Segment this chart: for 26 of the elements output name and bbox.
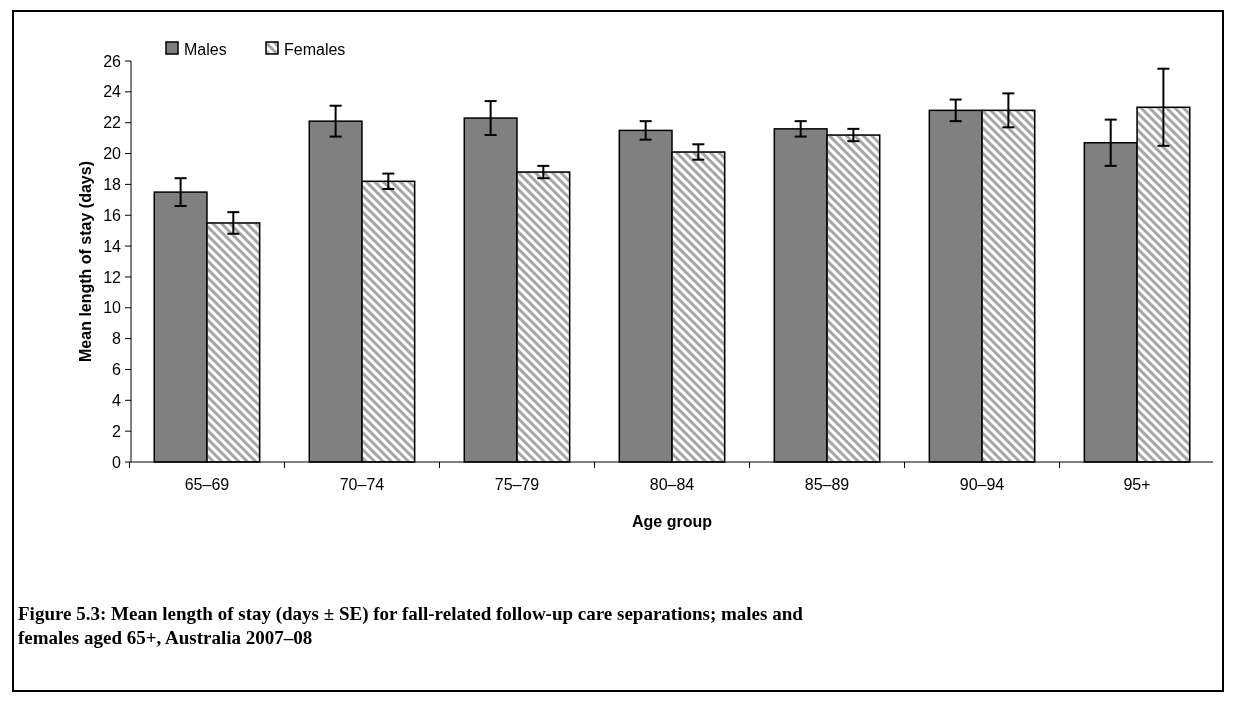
y-axis-title: Mean length of stay (days): [77, 161, 94, 362]
y-tick-label: 24: [103, 83, 122, 101]
y-tick-label: 6: [112, 361, 122, 379]
x-tick-label: 75–79: [494, 476, 540, 493]
y-tick-label: 20: [103, 145, 122, 163]
y-tick-label: 16: [103, 206, 122, 224]
y-tick-label: 0: [112, 453, 122, 471]
legend-label: Females: [284, 40, 346, 58]
y-tick-label: 4: [112, 391, 122, 409]
x-tick-label: 95+: [1123, 476, 1151, 493]
legend-label: Males: [184, 40, 227, 58]
x-tick-label: 70–74: [339, 476, 385, 493]
y-tick-label: 22: [103, 114, 122, 132]
x-tick-label: 65–69: [184, 476, 230, 493]
x-tick-label: 90–94: [959, 476, 1005, 493]
y-tick-label: 18: [103, 175, 122, 193]
y-tick-label: 10: [103, 299, 122, 317]
x-axis-title: Age group: [632, 513, 713, 530]
text: Figure 5.3: Mean length of stay (days ± SE) for fall-related follow-up care separations; males and females aged 65+, Australia 2007–08: [18, 603, 804, 648]
x-tick-label: 85–89: [804, 476, 850, 493]
y-tick-label: 2: [112, 422, 122, 440]
y-tick-label: 12: [103, 268, 122, 286]
y-tick-label: 14: [103, 237, 122, 255]
x-tick-label: 80–84: [649, 476, 695, 493]
y-tick-label: 26: [103, 52, 122, 70]
y-tick-label: 8: [112, 330, 122, 348]
